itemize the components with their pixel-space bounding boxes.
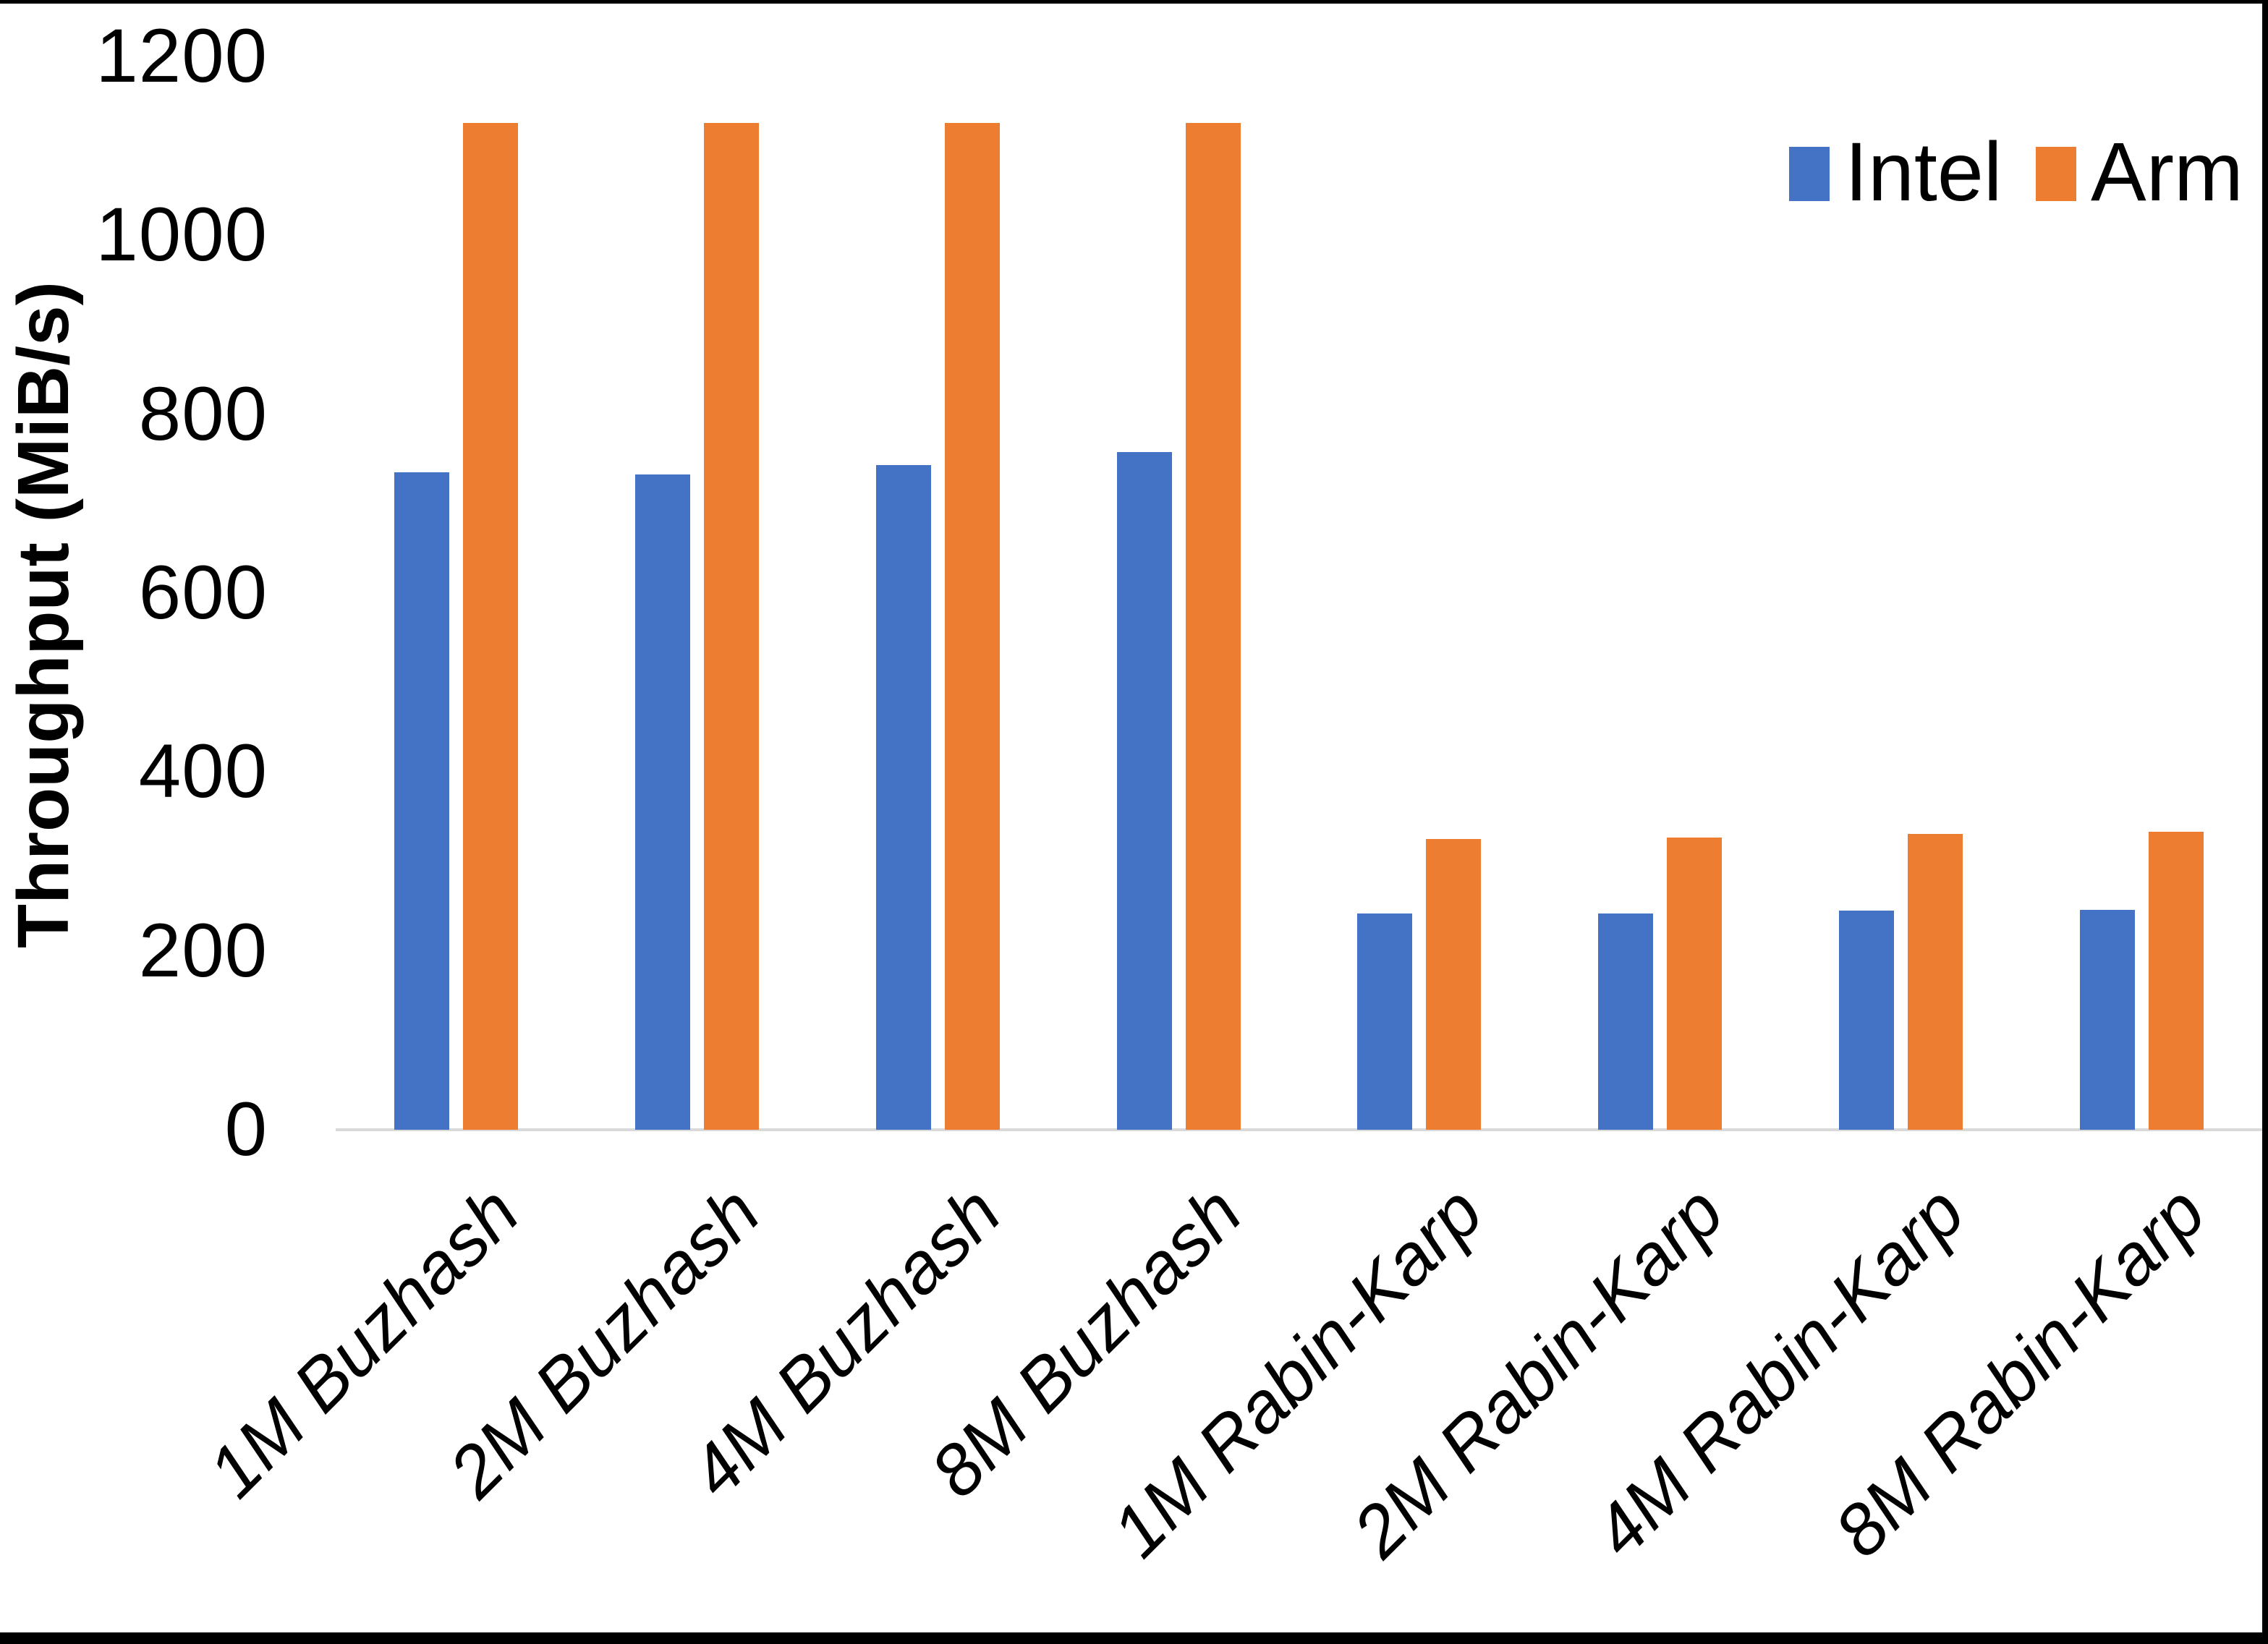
- y-tick-label-600: 600: [138, 550, 268, 635]
- bar-intel-4m-rabin-karp: [1839, 911, 1894, 1130]
- bar-arm-1m-buzhash: [463, 123, 518, 1130]
- bar-intel-1m-rabin-karp: [1357, 913, 1412, 1130]
- frame-edge-bottom: [0, 1632, 2268, 1644]
- legend-label-intel: Intel: [1845, 126, 2002, 218]
- bar-intel-4m-buzhash: [876, 465, 931, 1130]
- frame-edge-top: [0, 0, 2268, 4]
- legend-swatch-arm: [2036, 147, 2076, 201]
- bar-arm-4m-buzhash: [945, 123, 1000, 1130]
- y-tick-label-1000: 1000: [95, 192, 268, 278]
- bar-arm-1m-rabin-karp: [1426, 839, 1481, 1130]
- y-tick-label-0: 0: [224, 1087, 268, 1172]
- bar-arm-8m-rabin-karp: [2149, 832, 2204, 1130]
- legend-swatch-intel: [1789, 147, 1830, 201]
- y-tick-label-200: 200: [138, 908, 268, 993]
- y-tick-label-400: 400: [138, 729, 268, 814]
- bar-arm-8m-buzhash: [1186, 123, 1241, 1130]
- y-tick-label-800: 800: [138, 371, 268, 456]
- bar-intel-8m-rabin-karp: [2080, 910, 2135, 1130]
- y-tick-label-1200: 1200: [95, 14, 268, 98]
- bar-intel-8m-buzhash: [1117, 452, 1172, 1130]
- frame-edge-right: [2262, 0, 2268, 1644]
- bar-arm-4m-rabin-karp: [1908, 834, 1963, 1130]
- bar-intel-1m-buzhash: [394, 472, 449, 1130]
- bar-intel-2m-buzhash: [635, 474, 690, 1130]
- bar-arm-2m-buzhash: [704, 123, 759, 1130]
- x-axis-line: [336, 1128, 2262, 1131]
- legend-label-arm: Arm: [2091, 126, 2243, 218]
- bar-arm-2m-rabin-karp: [1667, 838, 1722, 1130]
- bar-intel-2m-rabin-karp: [1598, 913, 1653, 1130]
- x-tick-label-1m-buzhash: 1M Buzhash: [192, 1171, 535, 1513]
